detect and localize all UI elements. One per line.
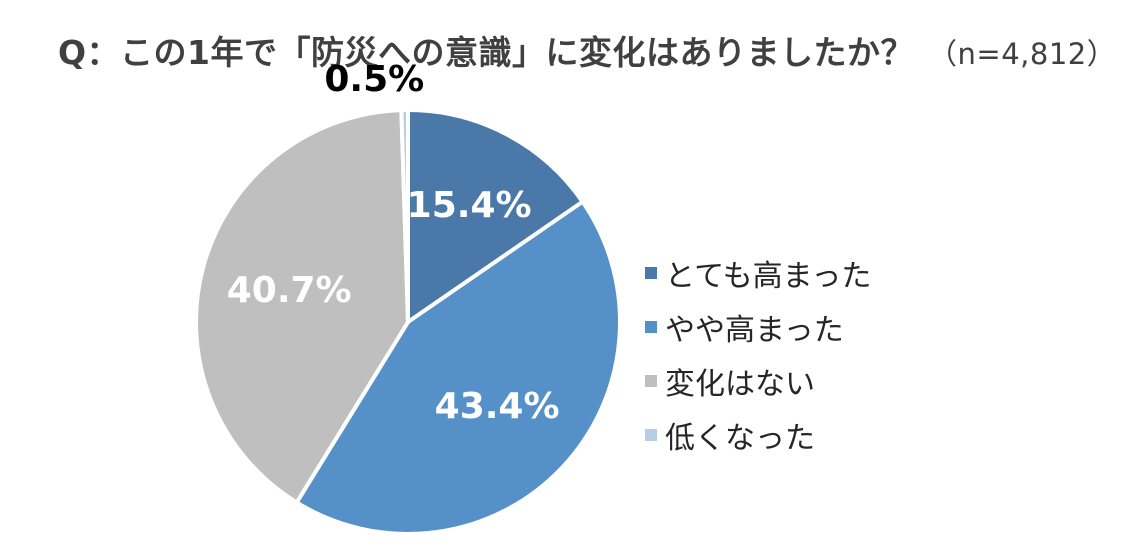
pie-value-label-4: 0.5% xyxy=(324,59,424,100)
legend-item-2: やや高まった xyxy=(645,300,871,354)
pie-slice-1 xyxy=(406,108,585,324)
legend-swatch-2 xyxy=(645,321,657,333)
pie-slice-2 xyxy=(294,199,622,536)
pie-slice-4 xyxy=(399,108,410,324)
legend-swatch-3 xyxy=(645,375,657,387)
pie-value-labels: 15.4% 43.4% 40.7% 0.5% xyxy=(227,59,560,427)
legend-label-1: とても高まった xyxy=(665,259,872,294)
legend-swatch-1 xyxy=(645,267,657,279)
legend-item-4: 低くなった xyxy=(645,408,871,462)
legend-label-2: やや高まった xyxy=(665,313,844,348)
chart-title: Q：この1年で「防災への意識」に変化はありましたか？ （n=4,812） xyxy=(58,26,1116,74)
legend-item-1: とても高まった xyxy=(645,246,871,300)
pie-slice-3 xyxy=(194,108,410,505)
legend-label-3: 変化はない xyxy=(665,367,815,402)
pie-value-label-1: 15.4% xyxy=(407,185,532,226)
legend-swatch-4 xyxy=(645,429,657,441)
legend-label-4: 低くなった xyxy=(665,421,815,456)
chart-title-text: Q：この1年で「防災への意識」に変化はありましたか？ xyxy=(58,33,915,72)
legend: とても高まった やや高まった 変化はない低くなった xyxy=(645,246,871,462)
legend-item-3: 変化はない xyxy=(645,354,871,408)
pie-value-label-2: 43.4% xyxy=(435,386,560,427)
pie-slices xyxy=(194,108,622,536)
chart-subtitle: （n=4,812） xyxy=(928,37,1117,71)
pie-value-label-3: 40.7% xyxy=(227,270,352,311)
